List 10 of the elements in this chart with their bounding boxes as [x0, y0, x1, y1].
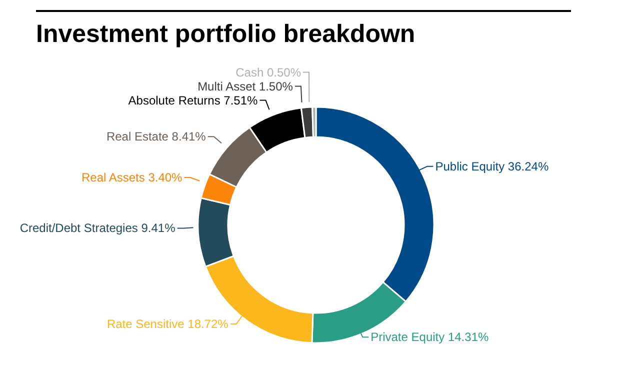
chart-title: Investment portfolio breakdown [36, 10, 571, 49]
slice-label: Real Assets 3.40% [82, 170, 183, 185]
slice-label: Real Estate 8.41% [106, 130, 206, 144]
slice-label: Multi Asset 1.50% [198, 79, 294, 94]
slice-label: Absolute Returns 7.51% [128, 93, 258, 108]
slice-label: Private Equity 14.31% [370, 330, 490, 344]
slice-label: Cash 0.50% [236, 65, 302, 80]
slice-label: Credit/Debt Strategies 9.41% [20, 221, 176, 236]
slice-label: Public Equity 36.24% [435, 159, 549, 174]
slice-label: Rate Sensitive 18.72% [106, 316, 229, 331]
